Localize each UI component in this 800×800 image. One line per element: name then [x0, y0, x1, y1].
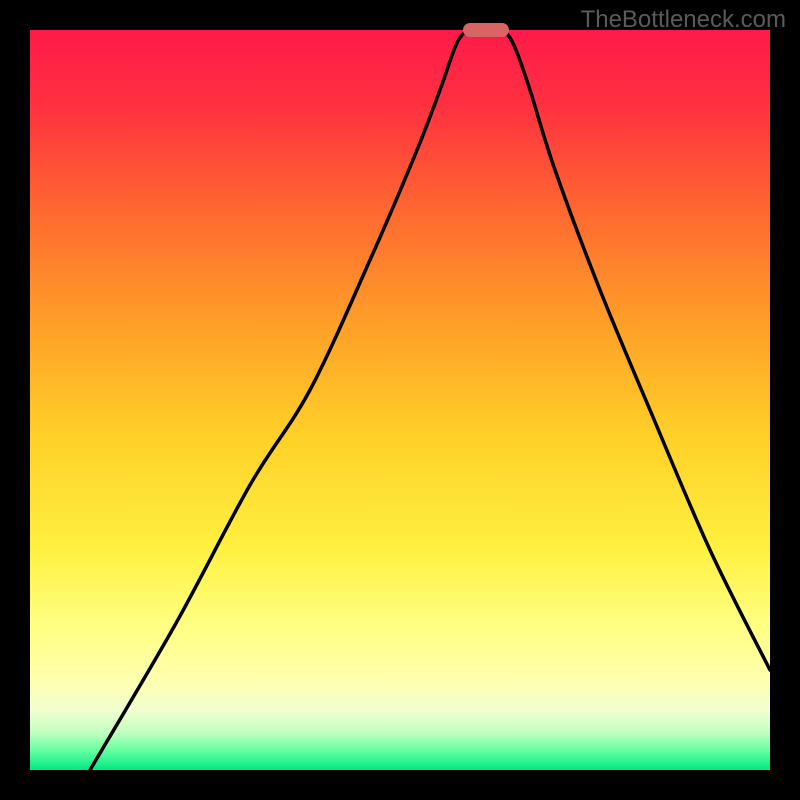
chart-svg [0, 0, 800, 800]
optimal-marker [463, 23, 509, 37]
plot-background [30, 30, 770, 770]
bottleneck-chart: TheBottleneck.com [0, 0, 800, 800]
watermark-text: TheBottleneck.com [581, 6, 786, 34]
